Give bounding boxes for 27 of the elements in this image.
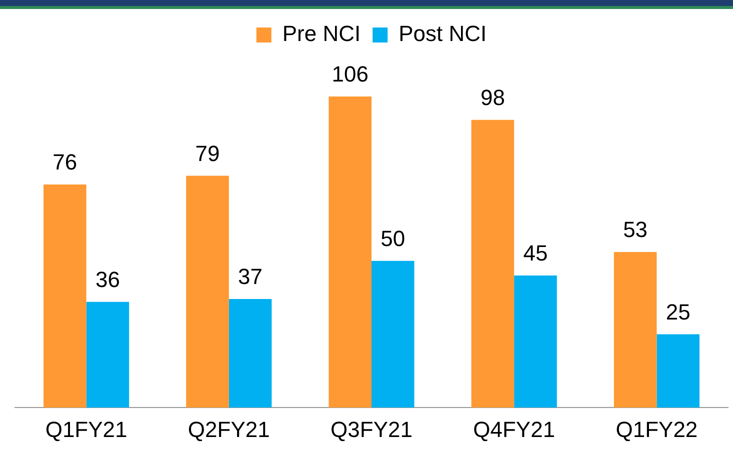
bar (614, 252, 657, 408)
legend-label: Post NCI (398, 21, 487, 46)
x-tick-label: Q3FY21 (330, 416, 412, 442)
bar (328, 96, 372, 408)
data-label: 25 (666, 299, 690, 324)
bar (656, 334, 700, 408)
data-label: 79 (195, 140, 220, 166)
x-tick-label: Q1FY22 (616, 416, 698, 442)
x-tick-label: Q2FY21 (188, 416, 270, 442)
data-label: 53 (623, 217, 648, 242)
data-label: 98 (480, 84, 505, 110)
bar (372, 260, 414, 408)
data-label: 45 (523, 240, 548, 266)
data-label: 76 (52, 150, 78, 175)
data-label: 106 (332, 62, 368, 87)
bar (514, 276, 557, 408)
data-label: 36 (95, 266, 120, 292)
bar (471, 120, 514, 408)
legend-label: Pre NCI (282, 21, 361, 46)
x-tick-label: Q1FY21 (45, 416, 128, 442)
x-tick-label: Q4FY21 (473, 416, 556, 442)
bar (44, 184, 86, 408)
bar (86, 302, 130, 408)
data-label: 37 (238, 264, 263, 290)
bar (186, 176, 229, 408)
data-label: 50 (380, 226, 406, 251)
bar (228, 298, 272, 408)
